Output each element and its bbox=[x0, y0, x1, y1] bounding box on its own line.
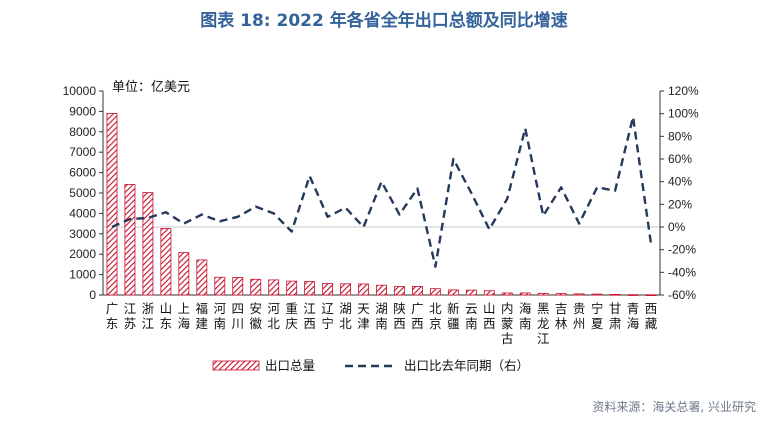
category-label: 广东 bbox=[106, 301, 119, 331]
legend-bar-swatch bbox=[212, 360, 260, 371]
bar-天津 bbox=[358, 283, 369, 296]
source-note: 资料来源：海关总署, 兴业研究 bbox=[592, 400, 756, 414]
bar-四川 bbox=[232, 277, 244, 296]
category-label: 湖南 bbox=[375, 301, 388, 331]
category-label: 贵州 bbox=[573, 301, 586, 331]
bar-北京 bbox=[429, 288, 441, 296]
bar-云南 bbox=[465, 289, 477, 296]
bar-广西 bbox=[411, 286, 423, 296]
category-label: 云南 bbox=[465, 301, 478, 331]
category-label: 湖北 bbox=[339, 301, 352, 331]
right-tick-label: 40% bbox=[668, 175, 692, 189]
category-label: 安徽 bbox=[249, 301, 262, 331]
left-tick-label: 8000 bbox=[69, 125, 96, 139]
left-tick-label: 6000 bbox=[69, 166, 96, 180]
bar-河北 bbox=[268, 279, 280, 296]
bar-安徽 bbox=[250, 278, 262, 296]
category-label: 上海 bbox=[178, 301, 191, 331]
category-label: 山东 bbox=[160, 301, 173, 331]
right-tick-label: 120% bbox=[668, 84, 699, 98]
category-label: 黑龙江 bbox=[537, 301, 550, 346]
bar-内蒙古 bbox=[501, 292, 513, 296]
bar-甘肃 bbox=[609, 293, 621, 296]
bar-辽宁 bbox=[322, 282, 334, 296]
bar-西藏 bbox=[645, 294, 657, 296]
bar-黑龙江 bbox=[537, 292, 549, 296]
chart-title: 图表 18: 2022 年各省全年出口总额及同比增速 bbox=[200, 11, 568, 31]
right-tick-label: -20% bbox=[668, 243, 696, 257]
bar-福建 bbox=[196, 259, 208, 296]
bar-山西 bbox=[483, 290, 495, 296]
category-label: 广西 bbox=[411, 301, 424, 331]
right-tick-label: 20% bbox=[668, 197, 692, 211]
left-tick-label: 1000 bbox=[69, 268, 96, 282]
category-label: 新疆 bbox=[447, 301, 460, 331]
category-label: 内蒙古 bbox=[501, 301, 514, 346]
right-tick-label: 60% bbox=[668, 152, 692, 166]
bar-陕西 bbox=[394, 286, 405, 296]
category-label: 浙江 bbox=[142, 301, 155, 331]
bar-海南 bbox=[519, 292, 531, 296]
left-tick-label: 0 bbox=[89, 288, 96, 302]
bar-新疆 bbox=[447, 289, 459, 296]
category-label: 河北 bbox=[267, 301, 280, 331]
bar-江苏 bbox=[124, 184, 136, 296]
category-label: 重庆 bbox=[285, 301, 298, 331]
left-tick-label: 3000 bbox=[69, 227, 96, 241]
category-label: 甘肃 bbox=[609, 301, 622, 331]
bar-吉林 bbox=[555, 293, 567, 296]
bar-广东 bbox=[106, 113, 118, 296]
right-tick-label: -60% bbox=[668, 288, 696, 302]
left-tick-label: 9000 bbox=[69, 104, 96, 118]
right-tick-label: 0% bbox=[668, 220, 686, 234]
legend-bar-label: 出口总量 bbox=[265, 358, 315, 373]
bar-贵州 bbox=[573, 293, 585, 296]
category-label: 海南 bbox=[519, 301, 532, 331]
left-tick-label: 4000 bbox=[69, 206, 96, 220]
category-label: 四川 bbox=[232, 301, 245, 331]
unit-label: 单位：亿美元 bbox=[112, 80, 190, 95]
legend-line-label: 出口比去年同期（右） bbox=[404, 358, 529, 373]
category-label: 山西 bbox=[483, 301, 496, 331]
left-tick-label: 10000 bbox=[63, 84, 97, 98]
bar-湖北 bbox=[340, 283, 351, 296]
right-tick-label: 100% bbox=[668, 107, 699, 121]
left-tick-label: 2000 bbox=[69, 247, 96, 261]
category-label: 青海 bbox=[627, 301, 640, 331]
category-label: 吉林 bbox=[555, 301, 568, 331]
bar-河南 bbox=[214, 276, 226, 296]
category-label: 天津 bbox=[357, 301, 370, 331]
bar-湖南 bbox=[376, 284, 387, 296]
bar-浙江 bbox=[142, 192, 154, 296]
left-tick-label: 5000 bbox=[69, 186, 96, 200]
bar-江西 bbox=[304, 281, 316, 296]
category-label: 江西 bbox=[303, 301, 316, 331]
bar-宁夏 bbox=[591, 293, 603, 296]
category-label: 河南 bbox=[214, 301, 227, 331]
category-label: 陕西 bbox=[393, 301, 406, 331]
category-label: 福建 bbox=[196, 301, 209, 331]
right-tick-label: -40% bbox=[668, 265, 696, 279]
category-label: 宁夏 bbox=[591, 301, 604, 331]
bar-上海 bbox=[178, 252, 190, 296]
bar-山东 bbox=[160, 228, 172, 296]
left-tick-label: 7000 bbox=[69, 145, 96, 159]
category-label: 江苏 bbox=[124, 301, 137, 331]
category-label: 北京 bbox=[429, 301, 442, 331]
category-label: 辽宁 bbox=[321, 301, 334, 331]
category-label: 西藏 bbox=[645, 301, 658, 331]
right-tick-label: 80% bbox=[668, 129, 692, 143]
growth-line bbox=[111, 115, 653, 268]
bar-重庆 bbox=[286, 280, 298, 296]
bar-青海 bbox=[627, 294, 639, 296]
